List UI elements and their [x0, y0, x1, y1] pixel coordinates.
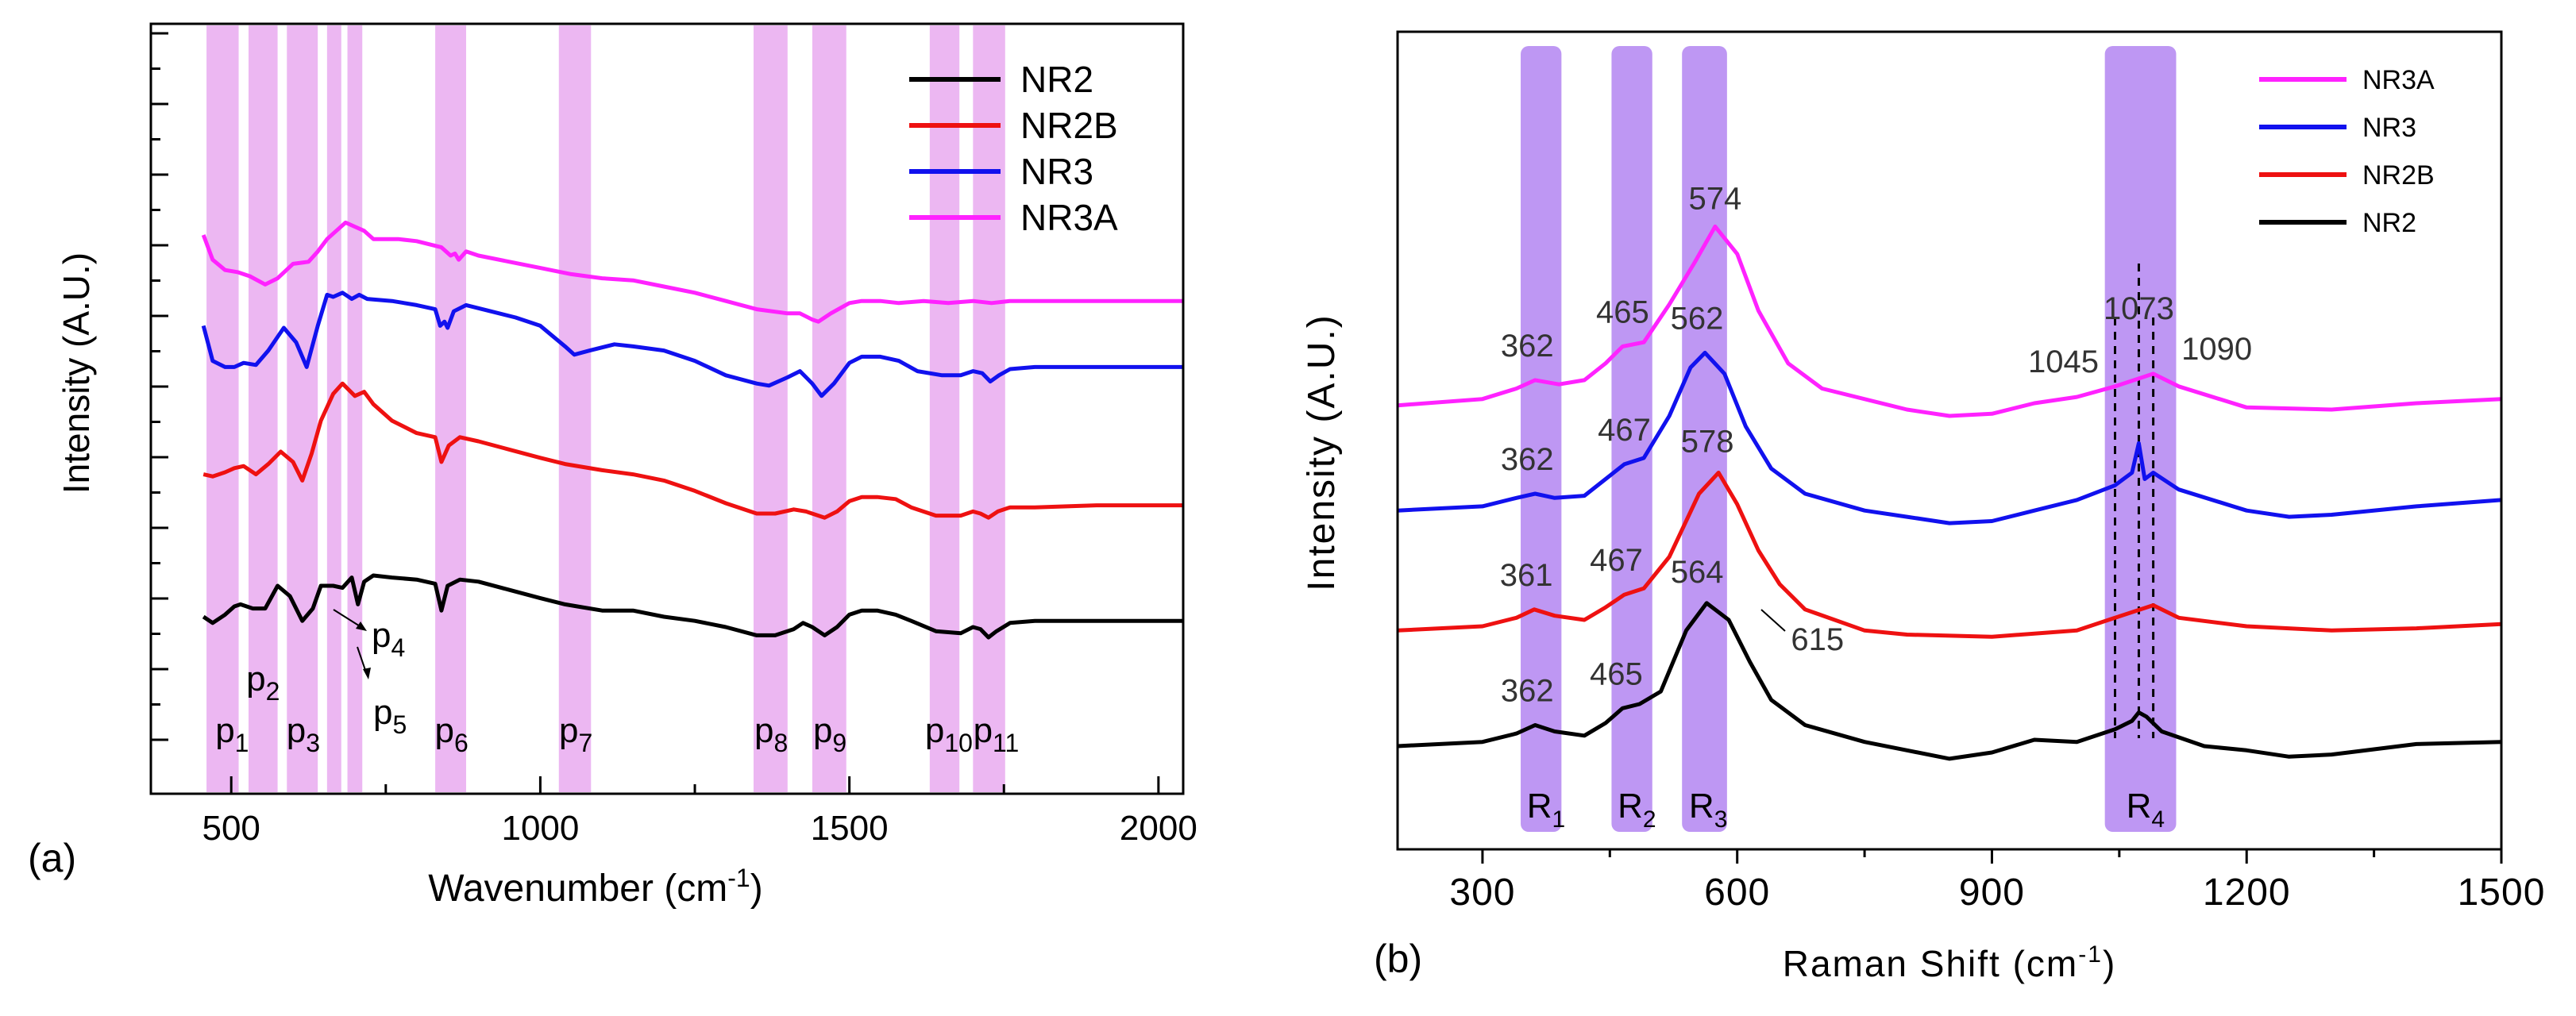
- a-band-label-p1: p1: [215, 711, 249, 757]
- a-x-tick-label: 500: [202, 809, 260, 848]
- b-series-nr2: [1397, 601, 2502, 761]
- b-peak-label-362: 362: [1501, 442, 1554, 477]
- b-peak-label-1073: 1073: [2104, 291, 2174, 326]
- a-series-nr2b: [202, 381, 1183, 520]
- b-x-axis-label: Raman Shift (cm-1): [1783, 941, 2117, 984]
- b-peak-label-362: 362: [1501, 329, 1554, 364]
- a-band-p6: [435, 25, 467, 792]
- a-band-label-p6: p6: [435, 711, 469, 757]
- a-arrows: [333, 609, 371, 679]
- b-peak-label-562: 562: [1671, 301, 1724, 336]
- a-y-axis-label: Intensity (A.U.): [56, 252, 97, 494]
- a-legend-label-nr2: NR2: [1020, 59, 1093, 100]
- a-panel-label: (a): [28, 836, 76, 880]
- a-plot-frame: [149, 22, 1185, 795]
- b-plot-frame: [1396, 30, 2503, 851]
- a-legend-label-nr3: NR3: [1020, 151, 1093, 192]
- b-band-label-r4: R4: [2127, 787, 2165, 833]
- b-peak-label-361: 361: [1500, 558, 1553, 593]
- a-x-tick-label: 1000: [501, 809, 579, 848]
- b-legend-label-nr2b: NR2B: [2362, 160, 2435, 190]
- b-band-r2: [1611, 46, 1652, 832]
- b-x-tick-label: 600: [1704, 872, 1770, 914]
- b-series-nr3a: [1397, 224, 2502, 418]
- a-band-p5: [347, 25, 363, 792]
- a-band-p9: [812, 25, 846, 792]
- b-band-r1: [1521, 46, 1562, 832]
- a-tick-layer: 500 1000 1500 2000: [151, 32, 1197, 848]
- b-peak-label-1045: 1045: [2028, 344, 2099, 379]
- a-series-nr3a: [201, 220, 1183, 324]
- a-series-nr3: [201, 291, 1183, 398]
- a-band-p1: [206, 25, 239, 792]
- b-series-layer: [1397, 224, 2502, 761]
- b-x-tick-label: 900: [1959, 872, 2025, 914]
- b-peak-label-layer: 574 465 362 562 467 362 578 467 361 564 465 362 615 1…: [1500, 181, 2252, 708]
- a-x-tick-label: 1500: [811, 809, 889, 848]
- b-peak-label-467: 467: [1598, 413, 1651, 448]
- a-band-label-p5: p5: [373, 693, 407, 739]
- a-band-label-p10: p10: [925, 711, 973, 757]
- b-band-label-layer: R1 R2 R3 R4: [1527, 787, 2165, 833]
- arrow-p4-head: [356, 622, 367, 631]
- b-legend-label-nr2: NR2: [2362, 208, 2416, 238]
- b-band-layer: [1521, 46, 2177, 832]
- b-legend: NR3A NR3 NR2B NR2: [2259, 65, 2435, 238]
- a-band-label-p3: p3: [287, 711, 320, 757]
- arrow-p5-head: [363, 668, 371, 679]
- b-x-tick-label: 1200: [2203, 872, 2291, 914]
- a-x-axis-label: Wavenumber (cm-1): [428, 864, 762, 910]
- b-peak-label-467: 467: [1590, 543, 1643, 578]
- b-tick-layer: 300 600 900 1200 1500: [1449, 849, 2546, 914]
- a-band-p7: [558, 25, 592, 792]
- b-peak-label-1090: 1090: [2181, 332, 2252, 367]
- b-peak-label-615: 615: [1791, 622, 1844, 657]
- a-band-label-p2: p2: [246, 660, 280, 706]
- b-band-label-r1: R1: [1527, 787, 1565, 833]
- b-band-label-r3: R3: [1689, 787, 1727, 833]
- b-peak-label-465: 465: [1590, 656, 1643, 691]
- panel-b: 300 600 900 1200 1500 R1 R2 R3 R4 574 465 362 562 4…: [1301, 30, 2546, 984]
- a-band-layer: [206, 25, 1005, 792]
- b-peak-label-362: 362: [1501, 674, 1554, 709]
- a-legend-label-nr2b: NR2B: [1020, 105, 1118, 146]
- a-band-label-p11: p11: [974, 711, 1020, 757]
- a-series-layer: [201, 220, 1183, 640]
- a-legend: NR2 NR2B NR3 NR3A: [909, 59, 1118, 238]
- a-band-label-p8: p8: [754, 711, 788, 757]
- b-x-tick-label: 300: [1449, 872, 1515, 914]
- b-x-tick-label: 1500: [2458, 872, 2546, 914]
- a-series-nr2: [202, 573, 1183, 640]
- b-dashed-lines: [2114, 264, 2155, 738]
- b-peak-label-578: 578: [1681, 425, 1734, 460]
- b-legend-label-nr3: NR3: [2362, 113, 2416, 143]
- b-series-nr3: [1397, 350, 2502, 525]
- a-band-p8: [753, 25, 788, 792]
- a-band-p3: [287, 25, 318, 792]
- a-band-p2: [248, 25, 278, 792]
- b-peak-label-574: 574: [1689, 181, 1742, 216]
- b-band-r4: [2104, 46, 2177, 832]
- a-band-p11: [973, 25, 1005, 792]
- a-band-label-p4: p4: [372, 616, 405, 662]
- b-legend-label-nr3a: NR3A: [2362, 65, 2435, 95]
- b-band-label-r2: R2: [1618, 787, 1656, 833]
- leader-615: [1760, 609, 1786, 632]
- b-band-r3: [1682, 46, 1727, 832]
- b-y-axis-label: Intensity (A.U.): [1301, 314, 1343, 591]
- b-peak-label-465: 465: [1596, 295, 1649, 330]
- a-band-label-p9: p9: [813, 711, 846, 757]
- b-peak-label-564: 564: [1671, 555, 1724, 590]
- a-band-label-p7: p7: [559, 711, 592, 757]
- b-series-nr2b: [1397, 471, 2502, 639]
- a-legend-label-nr3a: NR3A: [1020, 197, 1118, 238]
- b-panel-label: (b): [1374, 937, 1422, 981]
- a-band-p10: [929, 25, 960, 792]
- a-x-tick-label: 2000: [1120, 809, 1197, 848]
- a-band-p4: [326, 25, 341, 792]
